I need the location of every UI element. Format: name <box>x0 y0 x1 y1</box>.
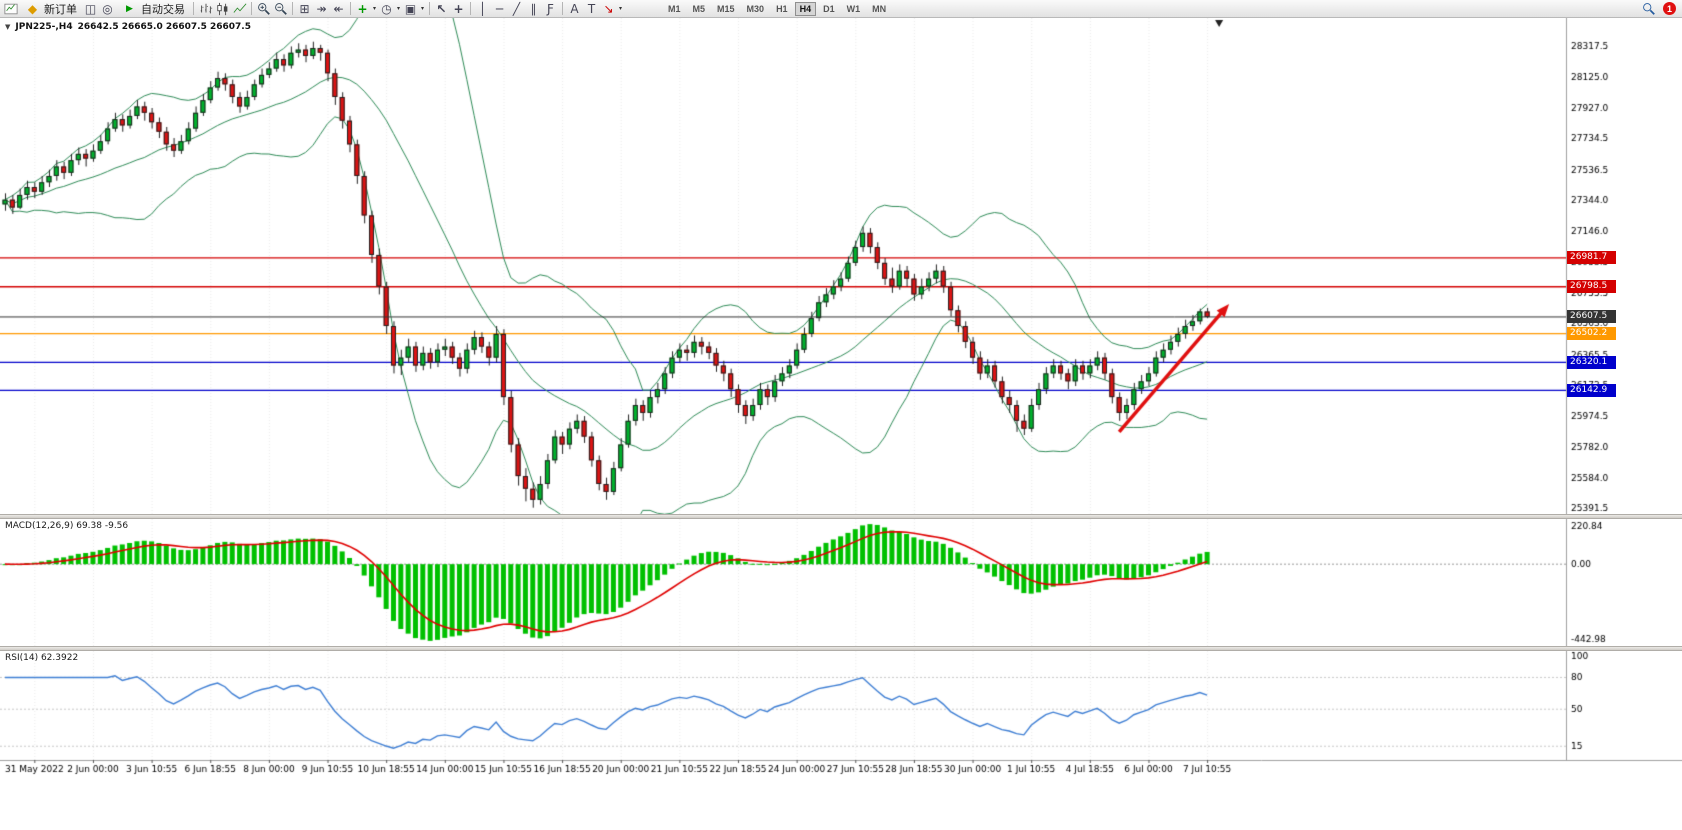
zoom-in-icon[interactable] <box>255 1 272 17</box>
indicators-dropdown-caret-icon[interactable]: ▾ <box>372 6 376 12</box>
auto-scroll-icon[interactable]: ↠ <box>316 1 327 16</box>
market-watch-icon[interactable]: ◫ <box>84 1 97 16</box>
quick-trade-caret-icon[interactable]: ▼ <box>5 23 11 31</box>
tile-windows-icon[interactable]: ⊞ <box>299 1 310 16</box>
rsi-indicator-label: RSI(14) 62.3922 <box>5 653 79 663</box>
vertical-line-icon[interactable]: │ <box>478 1 487 16</box>
arrows-dropdown-caret-icon[interactable]: ▾ <box>618 6 622 12</box>
horizontal-line-icon[interactable]: ─ <box>495 1 504 16</box>
pane-separator-rsi[interactable] <box>0 646 1682 651</box>
timeframe-w1[interactable]: W1 <box>846 3 861 14</box>
chart-area: ▼ JPN225-,H4 26642.5 26665.0 26607.5 266… <box>0 18 1682 830</box>
timeframe-m15[interactable]: M15 <box>717 3 735 14</box>
toolbar-separator <box>251 2 252 15</box>
candlestick-chart-icon[interactable] <box>214 1 231 17</box>
autotrading-label: 自动交易 <box>141 3 185 16</box>
cursor-icon[interactable]: ↖ <box>436 1 447 16</box>
timeframe-m30[interactable]: M30 <box>746 3 765 14</box>
chart-header: ▼ JPN225-,H4 26642.5 26665.0 26607.5 266… <box>5 22 251 32</box>
main-toolbar: ◆ 新订单 ◫ ◎ ▶ 自动交易 ⊞ ↠ ↞ + ▾ ◷ <box>0 0 1682 18</box>
chart-ohlc-values: 26642.5 26665.0 26607.5 26607.5 <box>77 22 251 32</box>
timeframe-m5[interactable]: M5 <box>692 3 706 14</box>
autotrading-button[interactable]: ▶ 自动交易 <box>116 1 190 17</box>
text-tool-icon[interactable]: A <box>570 1 579 16</box>
timeframe-h1[interactable]: H1 <box>776 3 788 14</box>
price-tag[interactable]: 26320.1 <box>1567 355 1616 369</box>
chart-symbol-period: JPN225-,H4 <box>15 22 73 32</box>
new-order-button[interactable]: ◆ 新订单 <box>19 1 82 17</box>
price-tag[interactable]: 26798.5 <box>1567 280 1616 294</box>
timeframe-d1[interactable]: D1 <box>823 3 835 14</box>
channel-icon[interactable]: ∥ <box>530 1 537 16</box>
crosshair-icon[interactable]: + <box>453 1 464 16</box>
new-chart-icon[interactable] <box>2 1 19 17</box>
line-chart-icon[interactable] <box>231 1 248 17</box>
chart-shift-icon[interactable]: ↞ <box>333 1 344 16</box>
price-tag[interactable]: 26142.9 <box>1567 383 1616 397</box>
notification-badge[interactable]: 1 <box>1663 2 1676 15</box>
timeframe-m1[interactable]: M1 <box>668 3 681 14</box>
price-chart-canvas[interactable] <box>0 18 1682 830</box>
timeframe-h4[interactable]: H4 <box>794 1 817 16</box>
zoom-out-icon[interactable] <box>272 1 289 17</box>
toolbar-separator <box>193 2 194 15</box>
periods-dropdown-caret-icon[interactable]: ▾ <box>396 6 400 12</box>
toolbar-separator <box>429 2 430 15</box>
toolbar-right-group: 1 <box>1640 1 1680 17</box>
templates-dropdown-caret-icon[interactable]: ▾ <box>420 6 424 12</box>
timeframe-mn[interactable]: MN <box>872 3 887 14</box>
autotrading-play-icon: ▶ <box>126 3 133 14</box>
price-tag[interactable]: 26607.5 <box>1567 310 1616 324</box>
macd-indicator-label: MACD(12,26,9) 69.38 -9.56 <box>5 521 129 531</box>
bar-chart-icon[interactable] <box>197 1 214 17</box>
fibonacci-icon[interactable]: Ƒ <box>547 1 554 16</box>
search-icon[interactable] <box>1640 1 1657 17</box>
price-tag[interactable]: 26502.2 <box>1567 327 1616 341</box>
toolbar-separator <box>292 2 293 15</box>
toolbar-separator <box>350 2 351 15</box>
toolbar-separator <box>562 2 563 15</box>
label-tool-icon[interactable]: T <box>587 1 596 16</box>
new-order-label: 新订单 <box>44 3 77 16</box>
templates-icon[interactable]: ▣ <box>404 1 417 16</box>
price-tag[interactable]: 26981.7 <box>1567 251 1616 265</box>
navigator-icon[interactable]: ◎ <box>102 1 113 16</box>
periods-icon[interactable]: ◷ <box>381 1 392 16</box>
gold-diamond-icon: ◆ <box>27 1 38 16</box>
indicators-icon[interactable]: + <box>357 1 368 16</box>
timeframe-group: M1 M5 M15 M30 H1 H4 D1 W1 MN <box>662 1 892 16</box>
pane-separator-macd[interactable] <box>0 514 1682 519</box>
arrows-tool-icon[interactable]: ↘ <box>603 1 614 16</box>
toolbar-separator <box>470 2 471 15</box>
trendline-icon[interactable]: ╱ <box>512 1 521 16</box>
